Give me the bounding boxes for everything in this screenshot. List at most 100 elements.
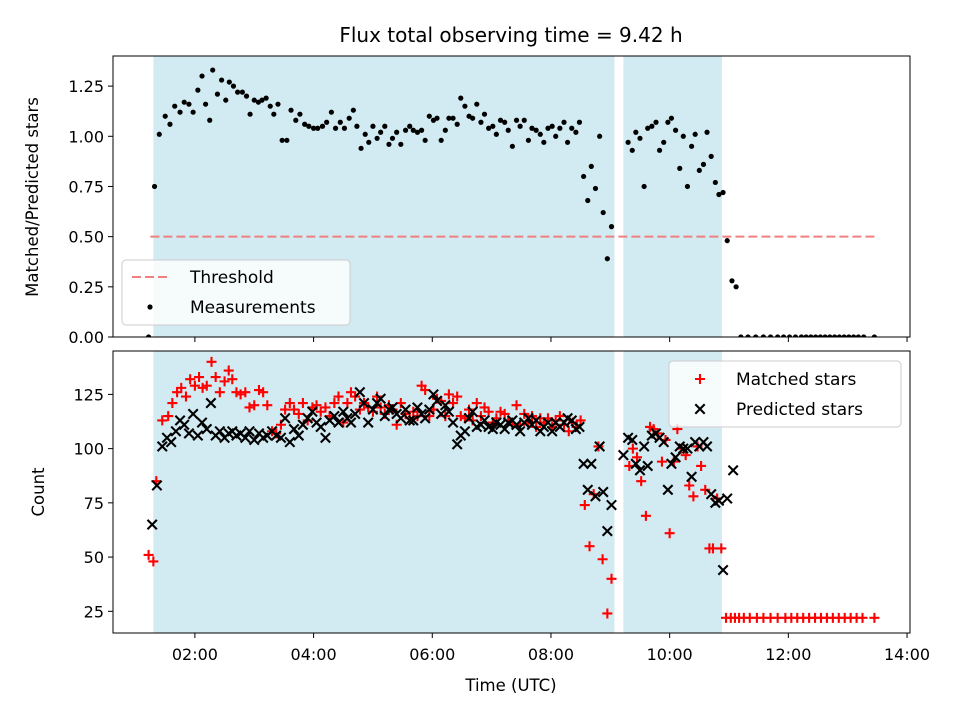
measurements-point bbox=[162, 113, 168, 119]
predicted-stars-point bbox=[713, 495, 725, 507]
predicted-stars-point bbox=[546, 425, 558, 437]
x-tick-label: 08:00 bbox=[528, 645, 574, 664]
measurements-point bbox=[841, 334, 847, 337]
predicted-stars-point bbox=[400, 404, 412, 416]
measurements-point bbox=[454, 121, 460, 127]
predicted-stars-point bbox=[165, 436, 177, 448]
measurements-point bbox=[426, 113, 432, 119]
measurements-point bbox=[832, 334, 838, 337]
predicted-stars-point bbox=[701, 441, 713, 452]
predicted-stars-point bbox=[146, 519, 158, 530]
matched-stars-point bbox=[189, 380, 200, 391]
predicted-stars-point bbox=[379, 410, 391, 422]
measurements-point bbox=[637, 135, 643, 141]
measurements-point bbox=[243, 93, 250, 99]
top-panel: 0.00 0.25 0.50 0.75 1.00 1.25 Threshold Measure… bbox=[68, 55, 911, 347]
measurements-point bbox=[704, 129, 710, 135]
measurements-point bbox=[186, 101, 192, 107]
measurements-point bbox=[851, 334, 857, 337]
matched-stars-point bbox=[579, 500, 590, 511]
predicted-stars-point bbox=[642, 460, 654, 472]
matched-stars-point bbox=[148, 556, 159, 567]
predicted-stars-point bbox=[428, 388, 439, 400]
measurements-point bbox=[665, 119, 671, 125]
measurements-point bbox=[275, 101, 281, 107]
legend: Matched stars Predicted stars bbox=[668, 360, 902, 428]
measurements-point bbox=[533, 127, 539, 133]
matched-stars-point bbox=[163, 411, 174, 422]
measurements-point bbox=[462, 103, 468, 109]
predicted-stars-point bbox=[463, 412, 475, 424]
y-tick-label: 1.25 bbox=[68, 77, 104, 96]
measurements-point bbox=[855, 334, 861, 337]
matched-stars-point bbox=[606, 573, 617, 584]
measurements-point bbox=[684, 183, 691, 190]
measurements-point bbox=[458, 95, 464, 101]
legend: Threshold Measurements bbox=[121, 259, 351, 326]
measurements-point bbox=[672, 127, 679, 133]
y-tick-label: 0.25 bbox=[68, 278, 104, 297]
axes-frame bbox=[112, 350, 911, 634]
matched-stars-point bbox=[448, 398, 459, 409]
measurements-point bbox=[680, 133, 686, 139]
measurements-point bbox=[592, 185, 599, 192]
measurements-point bbox=[608, 224, 615, 230]
measurements-point bbox=[478, 119, 484, 125]
matched-stars-point bbox=[696, 460, 707, 471]
measurements-point bbox=[760, 334, 767, 337]
measurements-point bbox=[775, 334, 781, 337]
predicted-stars-point bbox=[511, 419, 522, 431]
chart-title: Flux total observing time = 9.42 h bbox=[339, 23, 682, 47]
predicted-stars-point bbox=[574, 421, 585, 433]
predicted-stars-point bbox=[677, 443, 689, 455]
predicted-stars-point bbox=[387, 401, 398, 413]
measurements-point bbox=[398, 141, 404, 147]
measurements-point bbox=[656, 147, 663, 153]
matched-stars-point bbox=[249, 400, 260, 411]
x-tick-label: 02:00 bbox=[172, 645, 218, 664]
measurements-point bbox=[293, 117, 299, 123]
matched-stars-point bbox=[235, 389, 246, 400]
matched-stars-point bbox=[333, 391, 344, 402]
x-tick-label: 04:00 bbox=[291, 645, 337, 664]
matched-stars-point bbox=[602, 608, 613, 619]
predicted-stars-point bbox=[151, 480, 163, 491]
predicted-stars-point bbox=[328, 410, 340, 422]
matched-stars-point bbox=[656, 456, 667, 467]
measurements-point bbox=[407, 123, 413, 129]
measurements-point bbox=[585, 197, 591, 204]
measurements-point bbox=[378, 129, 384, 135]
matched-stars-point bbox=[575, 415, 586, 426]
measurements-point bbox=[561, 119, 567, 125]
measurements-point bbox=[310, 125, 317, 131]
measurements-point bbox=[641, 183, 647, 190]
matched-stars-point bbox=[443, 389, 454, 400]
matched-stars-point bbox=[180, 391, 191, 402]
measurements-point bbox=[792, 334, 799, 337]
axes-frame bbox=[112, 55, 911, 338]
measurements-point bbox=[490, 123, 496, 129]
measurements-point bbox=[422, 137, 428, 143]
matched-stars-point bbox=[194, 372, 205, 383]
measurements-point bbox=[689, 143, 695, 149]
measurements-point bbox=[230, 83, 237, 89]
matched-stars-point bbox=[452, 391, 463, 402]
measurements-point bbox=[553, 133, 559, 139]
predicted-stars-point bbox=[362, 417, 374, 429]
measurements-point bbox=[813, 334, 819, 337]
predicted-stars-point bbox=[214, 425, 226, 437]
measurements-point bbox=[146, 334, 152, 337]
matched-stars-point bbox=[342, 398, 353, 409]
legend-box bbox=[668, 360, 902, 428]
matched-stars-point bbox=[258, 387, 269, 398]
measurements-point bbox=[569, 125, 575, 131]
predicted-stars-point bbox=[275, 432, 287, 444]
measurements-point bbox=[442, 127, 448, 133]
x-tick-label: 06:00 bbox=[409, 645, 455, 664]
matched-stars-point bbox=[219, 376, 230, 387]
measurements-point bbox=[708, 153, 714, 159]
matched-stars-point bbox=[157, 415, 168, 426]
measurements-point bbox=[358, 145, 364, 151]
measurements-point bbox=[402, 127, 409, 133]
y-tick-label: 75 bbox=[84, 494, 104, 513]
